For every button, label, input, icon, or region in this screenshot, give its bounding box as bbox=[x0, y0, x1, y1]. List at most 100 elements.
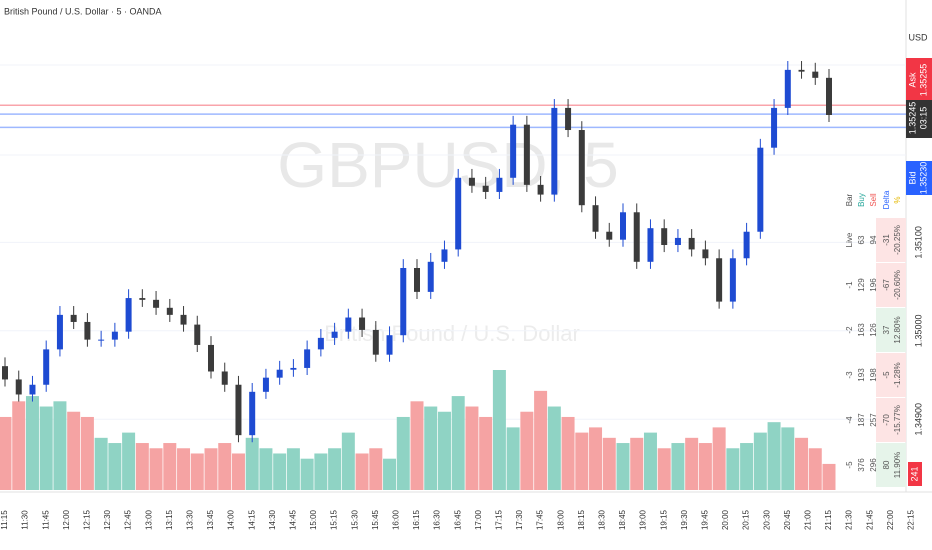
table-header: Delta bbox=[882, 190, 891, 209]
x-tick-label: 18:00 bbox=[556, 509, 565, 530]
x-tick-label: 16:00 bbox=[392, 509, 401, 530]
table-cell: 196 bbox=[869, 278, 878, 292]
volume-bar bbox=[424, 406, 438, 490]
table-cell: -70 bbox=[882, 414, 891, 426]
x-tick-label: 12:45 bbox=[124, 509, 133, 530]
candle-body bbox=[331, 331, 338, 338]
volume-bar bbox=[259, 448, 273, 490]
table-cell: 63 bbox=[857, 235, 866, 244]
y-tick-label: 1.35100 bbox=[913, 226, 923, 259]
volume-bar bbox=[616, 443, 630, 490]
table-cell: 187 bbox=[857, 413, 866, 427]
candle-body bbox=[633, 212, 640, 262]
x-tick-label: 12:00 bbox=[62, 509, 71, 530]
volume-bar bbox=[643, 432, 657, 490]
x-tick-label: 20:45 bbox=[783, 509, 792, 530]
volume-bar bbox=[0, 416, 12, 490]
volume-bar bbox=[575, 432, 589, 490]
candle-body bbox=[372, 329, 379, 355]
table-cell: -15.77% bbox=[893, 405, 902, 435]
table-cell: 80 bbox=[882, 460, 891, 469]
candle-body bbox=[688, 237, 695, 250]
volume-tag bbox=[908, 462, 922, 486]
candle-body bbox=[276, 369, 283, 378]
volume-bar bbox=[122, 432, 136, 490]
candle-body bbox=[153, 299, 160, 308]
watermark: GBPUSD, 5 bbox=[277, 129, 618, 201]
volume-bar bbox=[547, 406, 561, 490]
bid-tag-label: Bid bbox=[907, 171, 917, 184]
candle-body bbox=[702, 249, 709, 259]
x-tick-label: 15:30 bbox=[350, 509, 359, 530]
table-header: Buy bbox=[857, 193, 866, 207]
x-tick-label: 17:45 bbox=[536, 509, 545, 530]
table-cell: 296 bbox=[869, 458, 878, 472]
candle-body bbox=[427, 261, 434, 292]
volume-bar bbox=[520, 411, 534, 490]
volume-bar bbox=[135, 443, 149, 490]
x-tick-label: 16:30 bbox=[433, 509, 442, 530]
watermark-sub: British Pound / U.S. Dollar bbox=[324, 321, 580, 346]
volume-bar bbox=[726, 448, 740, 490]
candle-body bbox=[551, 107, 558, 195]
candle-body bbox=[111, 331, 118, 340]
candle-body bbox=[208, 344, 214, 372]
volume-bar bbox=[383, 458, 397, 490]
table-header: Sell bbox=[869, 193, 878, 207]
candle-body bbox=[2, 366, 8, 380]
ask-tag-label: Ask bbox=[907, 72, 917, 88]
table-cell: -5 bbox=[845, 461, 854, 469]
volume-bar bbox=[602, 437, 616, 490]
volume-bar bbox=[657, 448, 671, 490]
bid-tag-value: 1.35230 bbox=[918, 162, 928, 195]
candle-body bbox=[661, 228, 668, 245]
candle-body bbox=[729, 258, 736, 302]
table-cell-bg bbox=[876, 218, 906, 262]
table-cell: 94 bbox=[869, 235, 878, 244]
candle-body bbox=[29, 384, 36, 395]
candle-body bbox=[221, 371, 228, 385]
volume-bar bbox=[273, 453, 287, 490]
volume-bar bbox=[328, 448, 342, 490]
candle-body bbox=[359, 317, 366, 330]
x-tick-label: 15:15 bbox=[330, 509, 339, 530]
x-tick-label: 21:45 bbox=[865, 509, 874, 530]
x-tick-label: 14:30 bbox=[268, 509, 277, 530]
table-cell: -3 bbox=[845, 371, 854, 379]
x-tick-label: 18:15 bbox=[577, 509, 586, 530]
x-tick-label: 19:15 bbox=[659, 509, 668, 530]
x-tick-label: 16:45 bbox=[453, 509, 462, 530]
volume-bar bbox=[190, 453, 204, 490]
volume-bar bbox=[341, 432, 355, 490]
candle-body bbox=[510, 124, 517, 178]
x-tick-label: 17:15 bbox=[495, 509, 504, 530]
bid-tag bbox=[906, 161, 932, 195]
x-tick-label: 19:45 bbox=[701, 509, 710, 530]
x-tick-label: 20:00 bbox=[721, 509, 730, 530]
table-cell: 193 bbox=[857, 368, 866, 382]
volume-bar bbox=[437, 411, 451, 490]
candle-body bbox=[249, 391, 256, 436]
volume-bar bbox=[506, 427, 520, 490]
volume-bar bbox=[451, 396, 465, 490]
volume-bar bbox=[465, 406, 479, 490]
x-tick-label: 22:00 bbox=[886, 509, 895, 530]
volume-bar bbox=[369, 448, 383, 490]
table-cell: 257 bbox=[869, 413, 878, 427]
volume-bar bbox=[630, 437, 644, 490]
volume-bar bbox=[245, 437, 259, 490]
table-header: % bbox=[893, 196, 902, 203]
table-cell: -20.25% bbox=[893, 225, 902, 255]
x-tick-label: 19:30 bbox=[680, 509, 689, 530]
volume-bar bbox=[53, 401, 67, 490]
candle-body bbox=[317, 337, 324, 350]
candle-body bbox=[647, 228, 654, 262]
volume-bar bbox=[767, 422, 781, 490]
candle-body bbox=[716, 258, 723, 302]
volume-bar bbox=[177, 448, 191, 490]
volume-bar bbox=[67, 411, 81, 490]
candle-body bbox=[784, 69, 791, 108]
candle-body bbox=[455, 177, 462, 250]
table-cell: 37 bbox=[882, 325, 891, 334]
currency: USD bbox=[908, 32, 928, 42]
